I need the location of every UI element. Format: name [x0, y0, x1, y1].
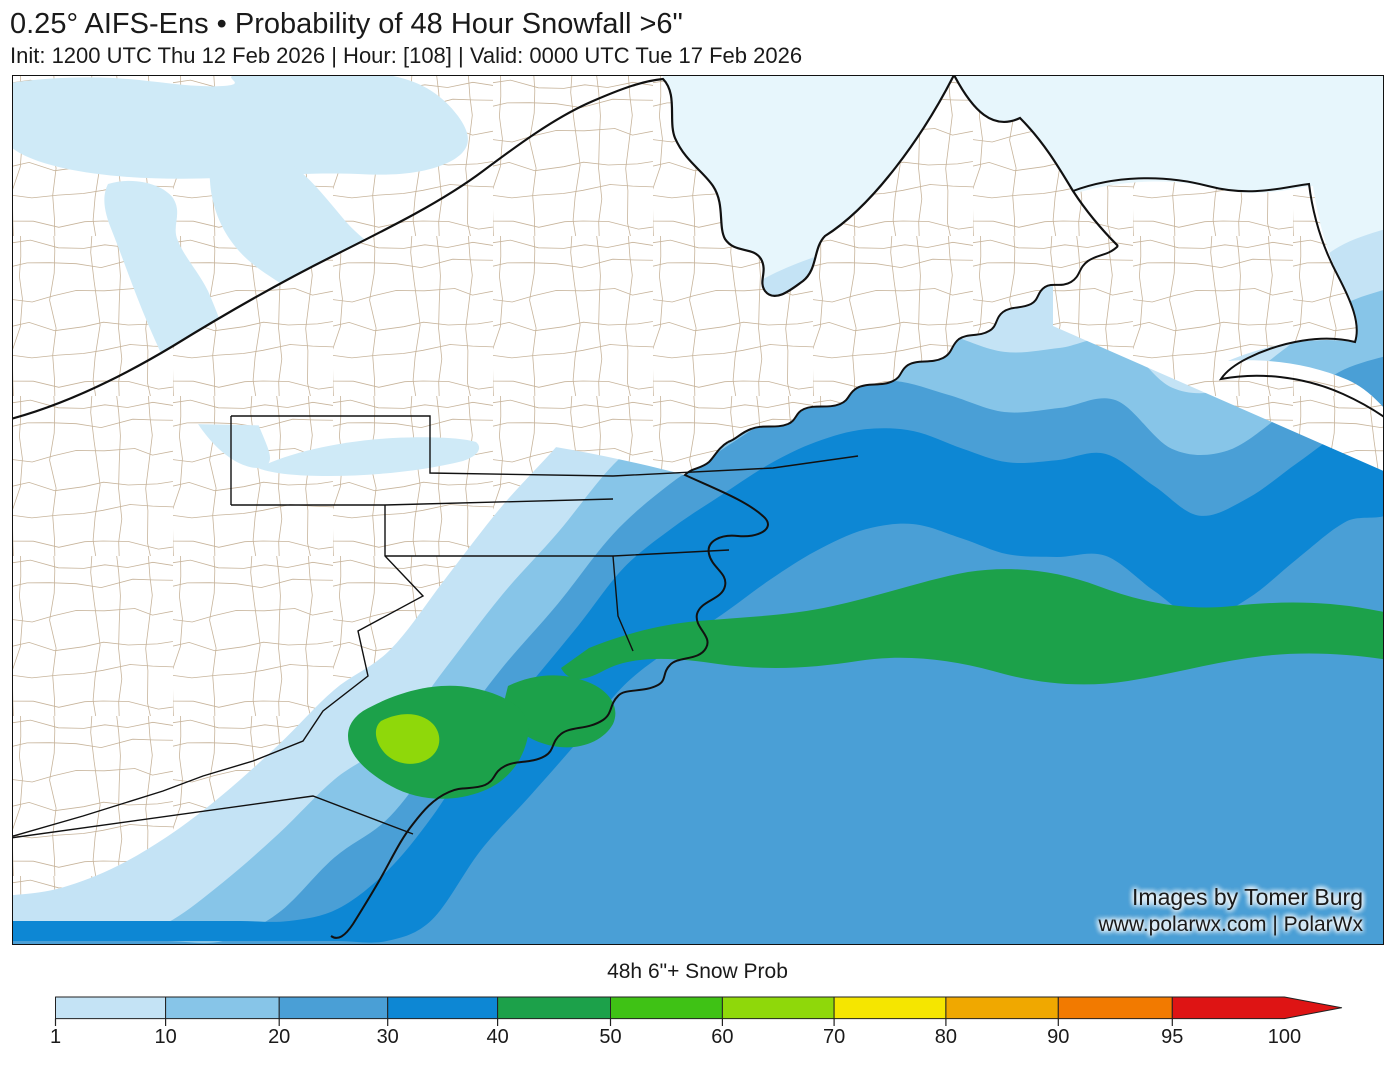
svg-text:90: 90 — [1047, 1026, 1069, 1045]
svg-text:1: 1 — [50, 1026, 61, 1045]
svg-text:30: 30 — [377, 1026, 399, 1045]
svg-text:80: 80 — [935, 1026, 957, 1045]
svg-text:60: 60 — [711, 1026, 733, 1045]
svg-text:20: 20 — [268, 1026, 290, 1045]
svg-text:50: 50 — [599, 1026, 621, 1045]
svg-text:100: 100 — [1268, 1026, 1301, 1045]
svg-text:95: 95 — [1161, 1026, 1183, 1045]
svg-text:40: 40 — [486, 1026, 508, 1045]
svg-text:10: 10 — [154, 1026, 176, 1045]
svg-text:70: 70 — [823, 1026, 845, 1045]
